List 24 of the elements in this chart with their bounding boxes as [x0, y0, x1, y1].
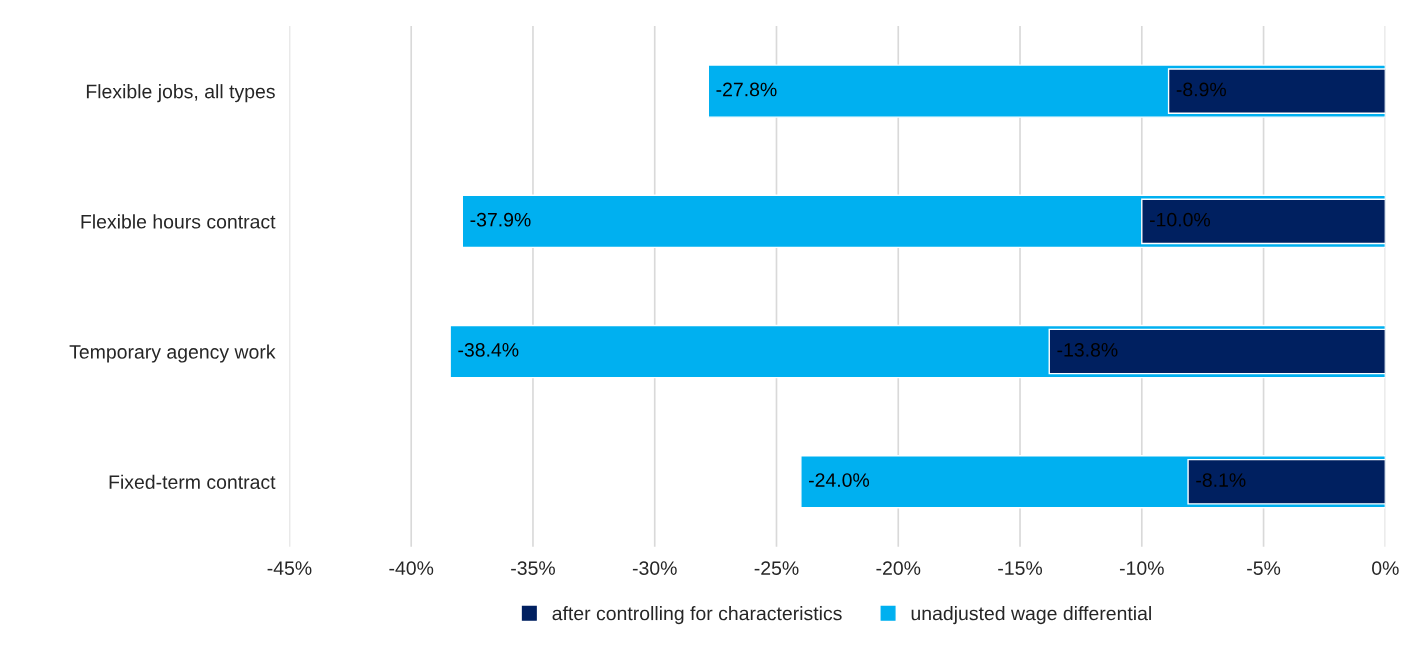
data-label: -8.9%	[1176, 82, 1226, 97]
data-label: -24.0%	[809, 473, 870, 487]
data-label: -37.9%	[470, 212, 531, 227]
x-tick-label: -10%	[1119, 561, 1164, 576]
legend-label: unadjusted wage differential	[911, 606, 1151, 625]
data-label: -27.8%	[716, 82, 777, 97]
x-tick-label: -30%	[632, 561, 677, 576]
y-tick-label: Fixed-term contract	[109, 474, 276, 489]
legend-label: after controlling for characteristics	[552, 606, 842, 625]
x-tick-label: -40%	[389, 561, 434, 576]
data-label: -38.4%	[458, 342, 519, 357]
x-tick-label: -20%	[876, 561, 921, 576]
x-tick-label: -25%	[754, 561, 799, 576]
data-label: -13.8%	[1057, 342, 1118, 357]
y-tick-label: Temporary agency work	[69, 344, 276, 363]
x-tick-label: -45%	[267, 561, 312, 576]
x-tick-label: -35%	[511, 561, 555, 576]
x-tick-label: 0%	[1372, 561, 1399, 576]
y-tick-label: Flexible jobs, all types	[86, 84, 275, 103]
y-tick-label: Flexible hours contract	[81, 214, 276, 229]
data-label: -10.0%	[1149, 212, 1211, 227]
x-tick-label: -15%	[998, 561, 1043, 576]
x-tick-label: -5%	[1247, 561, 1281, 576]
data-label: -8.1%	[1196, 473, 1246, 487]
